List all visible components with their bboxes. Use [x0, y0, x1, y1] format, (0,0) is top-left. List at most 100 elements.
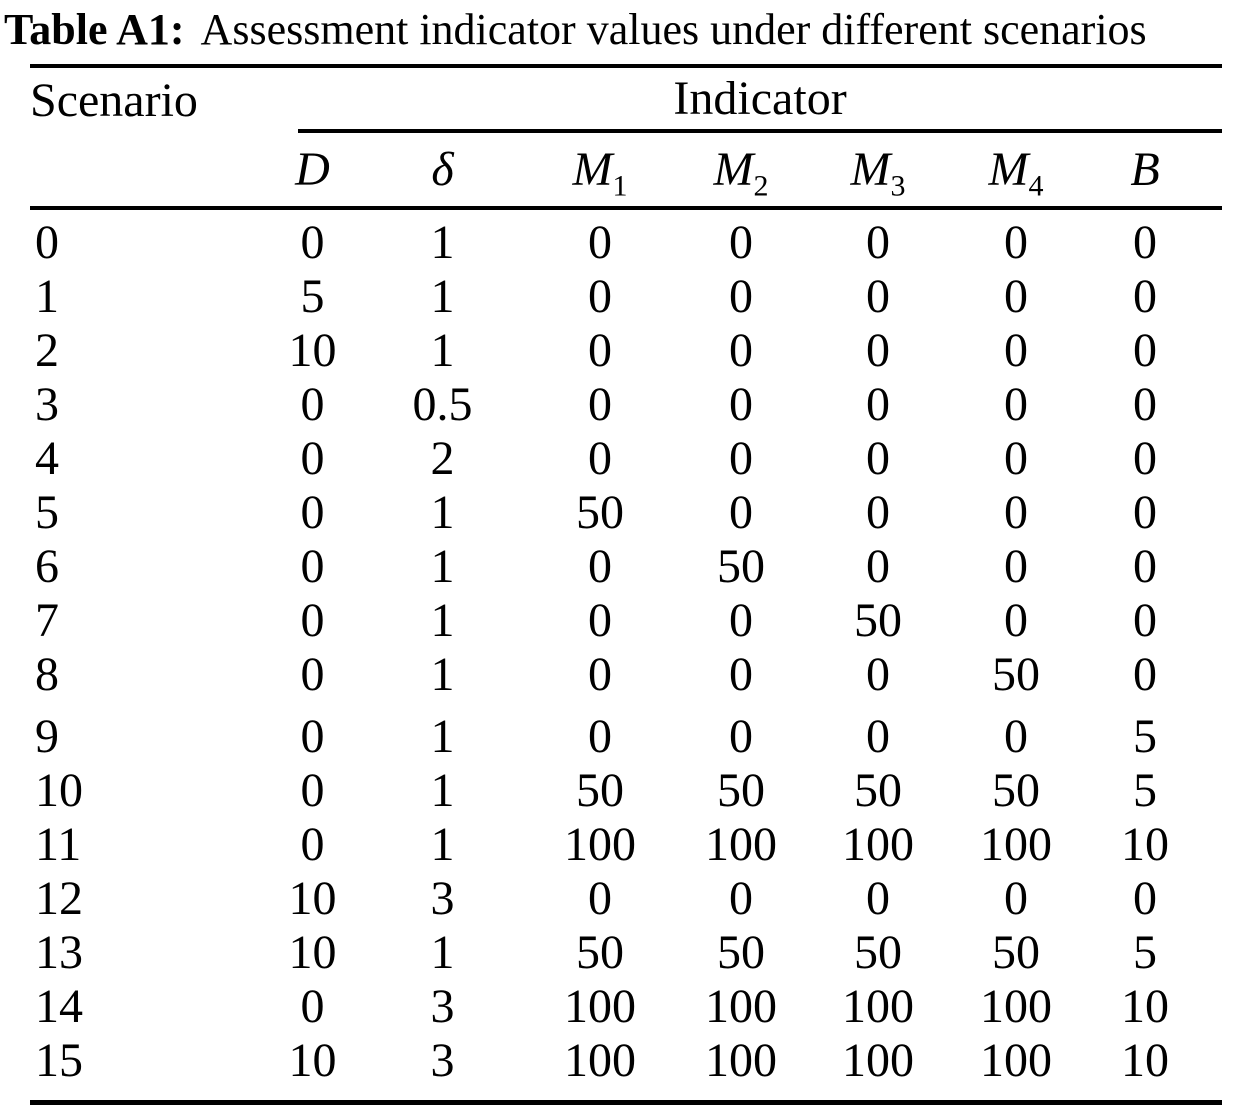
value-cell: 0: [1004, 270, 1028, 323]
value-cell: 0: [866, 378, 890, 431]
value-cell: 100: [705, 1034, 777, 1087]
value-cell: 50: [992, 648, 1040, 701]
value-cell: 100: [842, 980, 914, 1033]
value-cell: 50: [854, 926, 902, 979]
value-cell: 50: [992, 764, 1040, 817]
value-cell: 0: [1133, 594, 1158, 647]
value-cell: 50: [717, 926, 765, 979]
column-header-m4: M4: [964, 133, 1068, 210]
scenario-cell: 5: [35, 486, 59, 539]
value-cell: 0: [1133, 378, 1158, 431]
value-cell: 100: [705, 980, 777, 1033]
value-cell: 3: [430, 1034, 455, 1087]
column-header-m1: M1: [510, 133, 690, 210]
value-cell: 1: [430, 648, 455, 701]
value-cell: 0: [729, 872, 753, 925]
value-cell: 100: [564, 1034, 636, 1087]
column-header-b: B: [1068, 133, 1223, 210]
scenario-cell: 11: [35, 818, 82, 871]
value-cell: 0: [300, 216, 325, 269]
table-header: Scenario Indicator D δ M1 M2 M3 M4 B: [30, 66, 1223, 210]
empty-header-cell: [30, 133, 250, 210]
value-cell: 0: [300, 648, 325, 701]
value-cell: 5: [300, 270, 325, 323]
table-row: 3 0 0.5 0 0 0 0 0: [30, 378, 1222, 432]
table-row: 5 0 1 50 0 0 0 0: [30, 486, 1222, 540]
value-cell: 100: [842, 1034, 914, 1087]
value-cell: 1: [430, 486, 455, 539]
value-cell: 0: [729, 378, 753, 431]
value-cell: 0: [1004, 432, 1028, 485]
value-cell: 1: [430, 216, 455, 269]
value-cell: 3: [430, 980, 455, 1033]
value-cell: 0: [300, 378, 325, 431]
value-cell: 0: [300, 432, 325, 485]
value-cell: 0: [866, 540, 890, 593]
table-row: 4 0 2 0 0 0 0 0: [30, 432, 1222, 486]
value-cell: 0: [1004, 710, 1028, 763]
value-cell: 10: [1121, 818, 1170, 871]
value-cell: 1: [430, 270, 455, 323]
scenario-cell: 2: [35, 324, 59, 377]
value-cell: 100: [564, 980, 636, 1033]
value-cell: 0: [1133, 486, 1158, 539]
value-cell: 0: [588, 710, 612, 763]
value-cell: 100: [564, 818, 636, 871]
value-cell: 0: [588, 432, 612, 485]
value-cell: 0: [729, 486, 753, 539]
table-row: 8 0 1 0 0 0 50 0: [30, 648, 1222, 702]
value-cell: 50: [717, 540, 765, 593]
value-cell: 0: [866, 432, 890, 485]
scenario-cell: 12: [35, 872, 83, 925]
value-cell: 0: [729, 710, 753, 763]
indicator-group-label: Indicator: [298, 68, 1223, 133]
table-row: 15 10 3 100 100 100 100 10: [30, 1034, 1222, 1103]
value-cell: 0: [588, 540, 612, 593]
scenario-cell: 7: [35, 594, 59, 647]
value-cell: 0: [588, 270, 612, 323]
value-cell: 5: [1133, 710, 1158, 763]
column-header-m3: M3: [792, 133, 964, 210]
scenario-cell: 13: [35, 926, 83, 979]
column-header-d: D: [250, 133, 375, 210]
column-header-delta: δ: [375, 133, 510, 210]
value-cell: 0: [729, 216, 753, 269]
table-caption-text: Assessment indicator values under differ…: [200, 5, 1147, 54]
table-row: 14 0 3 100 100 100 100 10: [30, 980, 1222, 1034]
value-cell: 50: [717, 764, 765, 817]
value-cell: 0: [866, 216, 890, 269]
value-cell: 0: [300, 710, 325, 763]
value-cell: 0: [588, 378, 612, 431]
scenario-column-header: Scenario: [30, 74, 198, 127]
table-row: 7 0 1 0 0 50 0 0: [30, 594, 1222, 648]
value-cell: 50: [992, 926, 1040, 979]
value-cell: 1: [430, 710, 455, 763]
value-cell: 0: [1133, 648, 1158, 701]
header-group-row: Scenario Indicator: [30, 66, 1223, 133]
value-cell: 100: [980, 1034, 1052, 1087]
table-body: 0 0 1 0 0 0 0 0 1 5 1 0 0 0 0 0 2 10 1 0 0 0 0 0 3 0 0.5 0 0 0 0 0 4 0 2 0 0…: [30, 208, 1222, 1103]
scenario-cell: 9: [35, 710, 59, 763]
scenario-cell: 4: [35, 432, 59, 485]
value-cell: 0: [588, 324, 612, 377]
indicator-group-text: Indicator: [673, 72, 847, 125]
value-cell: 10: [1121, 1034, 1170, 1087]
value-cell: 0: [866, 324, 890, 377]
value-cell: 100: [842, 818, 914, 871]
value-cell: 100: [980, 818, 1052, 871]
value-cell: 0: [588, 594, 612, 647]
table-row: 0 0 1 0 0 0 0 0: [30, 208, 1222, 270]
value-cell: 5: [1133, 764, 1158, 817]
scenario-cell: 0: [35, 216, 59, 269]
value-cell: 10: [288, 872, 337, 925]
value-cell: 0.5: [412, 378, 473, 431]
value-cell: 0: [588, 216, 612, 269]
value-cell: 0: [1133, 432, 1158, 485]
value-cell: 0: [588, 648, 612, 701]
value-cell: 0: [729, 648, 753, 701]
value-cell: 1: [430, 818, 455, 871]
scenario-cell: 14: [35, 980, 83, 1033]
value-cell: 0: [1133, 324, 1158, 377]
value-cell: 0: [1004, 216, 1028, 269]
